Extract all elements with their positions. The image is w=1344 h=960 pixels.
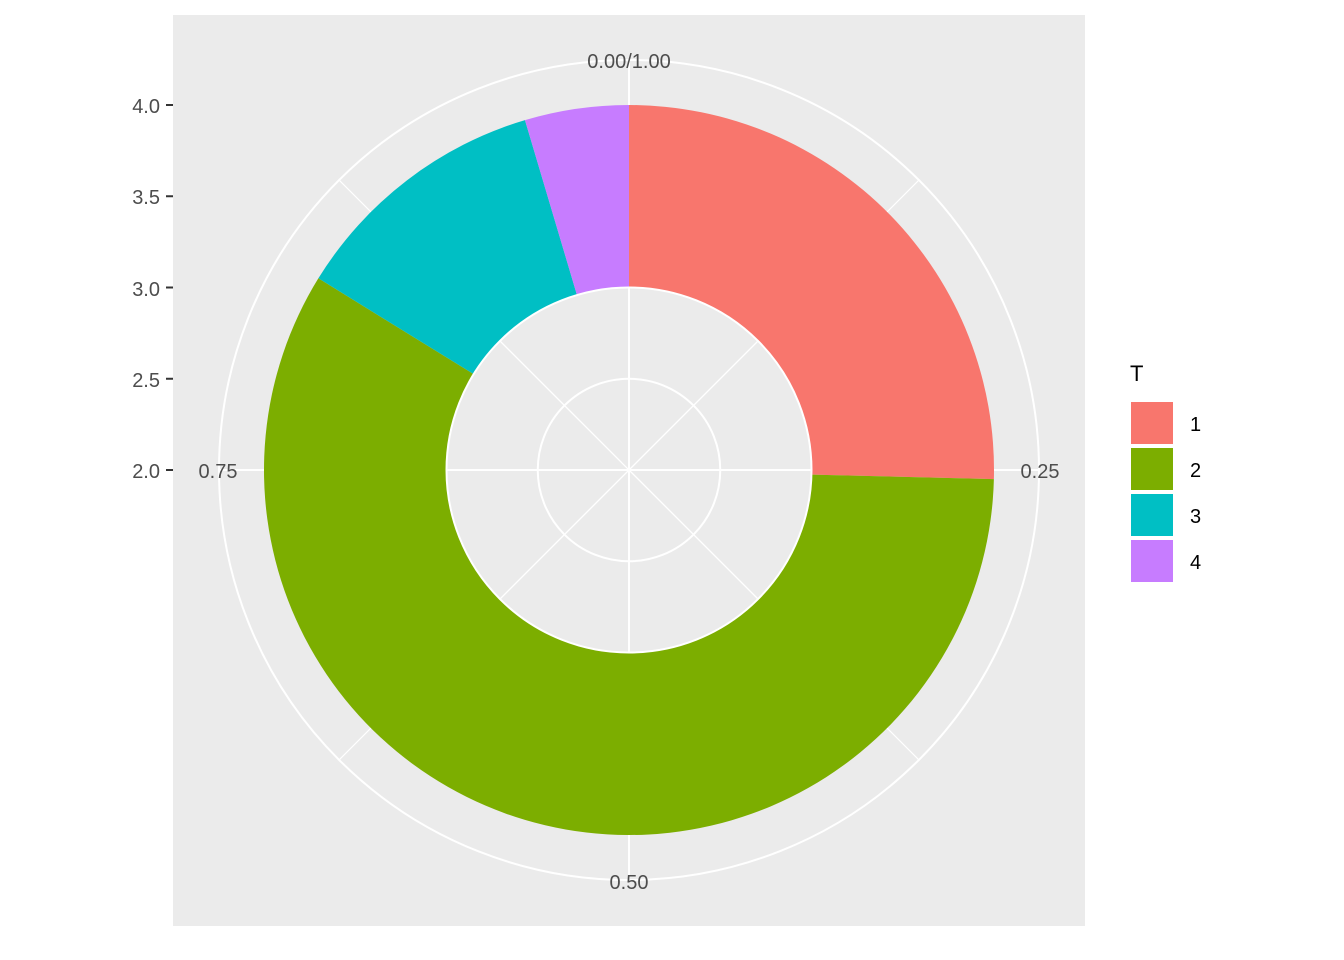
inner-grid (445, 286, 813, 654)
theta-tick-label: 0.75 (199, 461, 238, 483)
legend-key-1 (1129, 400, 1175, 446)
legend-label: 1 (1190, 414, 1201, 436)
theta-tick-label: 0.50 (610, 872, 649, 894)
legend-title: T (1130, 361, 1143, 386)
theta-labels: 0.00/1.00 0.25 0.50 0.75 (199, 51, 1060, 894)
theta-tick-label: 0.25 (1021, 461, 1060, 483)
theta-grid-line (499, 340, 630, 471)
theta-grid-line (628, 469, 759, 600)
r-tick-label: 3.0 (132, 279, 160, 301)
slice-2 (264, 278, 994, 835)
theta-tick-label: 0.00/1.00 (587, 51, 670, 73)
r-tick-label: 4.0 (132, 96, 160, 118)
slice-3 (318, 120, 577, 375)
theta-grid-line (499, 469, 630, 600)
legend-label: 3 (1190, 506, 1201, 528)
r-tick-label: 2.0 (132, 461, 160, 483)
legend-key-2 (1129, 446, 1175, 492)
legend-key-3 (1129, 492, 1175, 538)
legend-key-4 (1129, 538, 1175, 584)
slice-4 (524, 105, 629, 296)
legend-label: 2 (1190, 460, 1201, 482)
r-tick-label: 3.5 (132, 187, 160, 209)
legend: T 1 2 3 4 (1129, 361, 1201, 584)
r-axis: 2.0 2.5 3.0 3.5 4.0 (132, 96, 173, 483)
legend-label: 4 (1190, 552, 1201, 574)
r-tick-label: 2.5 (132, 370, 160, 392)
slice-1 (629, 105, 994, 480)
slices (264, 105, 994, 835)
theta-grid-line (628, 340, 759, 471)
